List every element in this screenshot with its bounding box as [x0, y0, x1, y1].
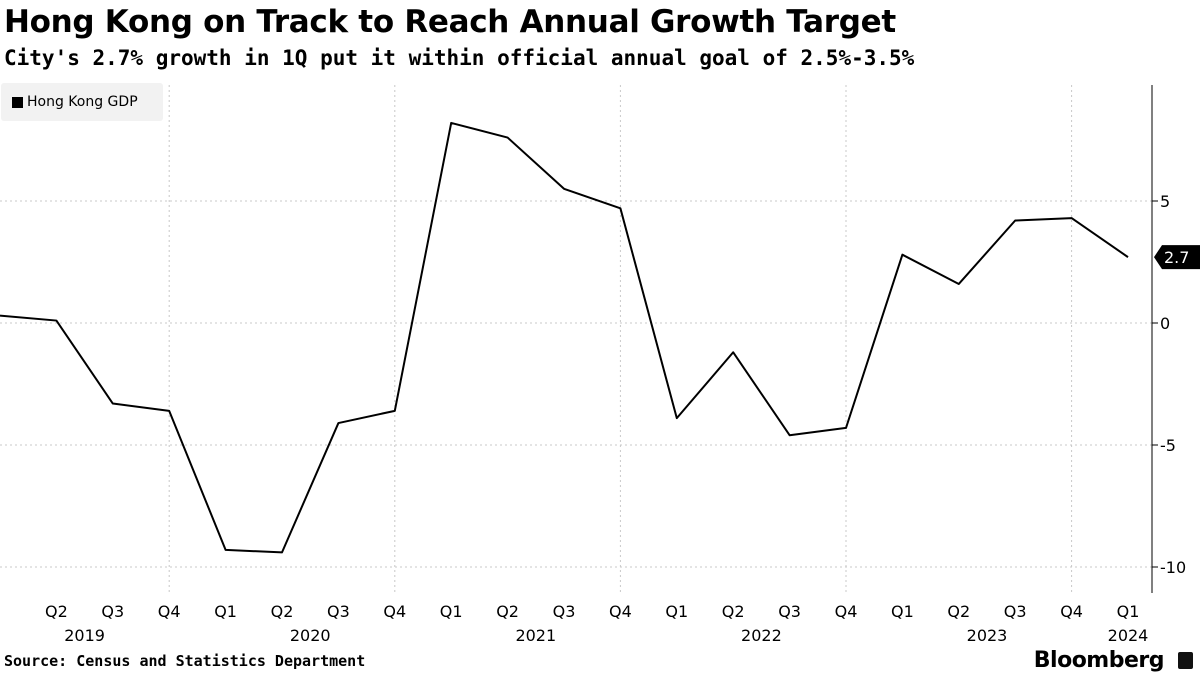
- x-tick-label: Q2: [45, 602, 68, 621]
- last-value-badge: [1154, 245, 1200, 270]
- chart-title: Hong Kong on Track to Reach Annual Growt…: [4, 4, 896, 40]
- x-tick-label: Q4: [1060, 602, 1083, 621]
- x-tick-label: Q4: [158, 602, 181, 621]
- x-tick-label: Q4: [383, 602, 406, 621]
- x-tick-label: Q1: [891, 602, 914, 621]
- x-tick-label: Q1: [665, 602, 688, 621]
- x-year-label: 2022: [741, 626, 782, 645]
- y-tick-label: -5: [1160, 436, 1176, 455]
- y-tick-label: 5: [1160, 192, 1170, 211]
- x-tick-label: Q1: [214, 602, 237, 621]
- y-tick-label: -10: [1160, 558, 1186, 577]
- source-note: Source: Census and Statistics Department: [4, 652, 366, 670]
- legend-swatch: [12, 96, 23, 108]
- x-tick-label: Q3: [101, 602, 124, 621]
- y-tick-label: 0: [1160, 314, 1170, 333]
- x-year-label: 2021: [515, 626, 556, 645]
- x-tick-label: Q3: [1004, 602, 1027, 621]
- x-tick-label: Q4: [835, 602, 858, 621]
- x-year-label: 2019: [64, 626, 105, 645]
- x-tick-label: Q3: [553, 602, 576, 621]
- x-year-label: 2020: [290, 626, 331, 645]
- x-tick-label: Q2: [947, 602, 970, 621]
- x-tick-label: Q2: [496, 602, 519, 621]
- x-year-label: 2024: [1108, 626, 1149, 645]
- x-tick-label: Q2: [722, 602, 745, 621]
- legend-label: Hong Kong GDP: [27, 94, 138, 110]
- chart-subtitle: City's 2.7% growth in 1Q put it within o…: [4, 46, 915, 70]
- series-line-hong-kong-gdp: [0, 121, 1129, 554]
- bloomberg-chart-icon: [1178, 652, 1193, 669]
- bloomberg-logo: Bloomberg: [1033, 648, 1165, 673]
- x-year-label: 2023: [967, 626, 1008, 645]
- x-tick-label: Q2: [271, 602, 294, 621]
- x-tick-label: Q1: [440, 602, 463, 621]
- x-tick-label: Q4: [609, 602, 632, 621]
- x-tick-label: Q3: [327, 602, 350, 621]
- last-value-label: 2.7: [1164, 248, 1189, 267]
- x-tick-label: Q3: [778, 602, 801, 621]
- x-tick-label: Q1: [1117, 602, 1140, 621]
- legend: Hong Kong GDP: [1, 83, 163, 121]
